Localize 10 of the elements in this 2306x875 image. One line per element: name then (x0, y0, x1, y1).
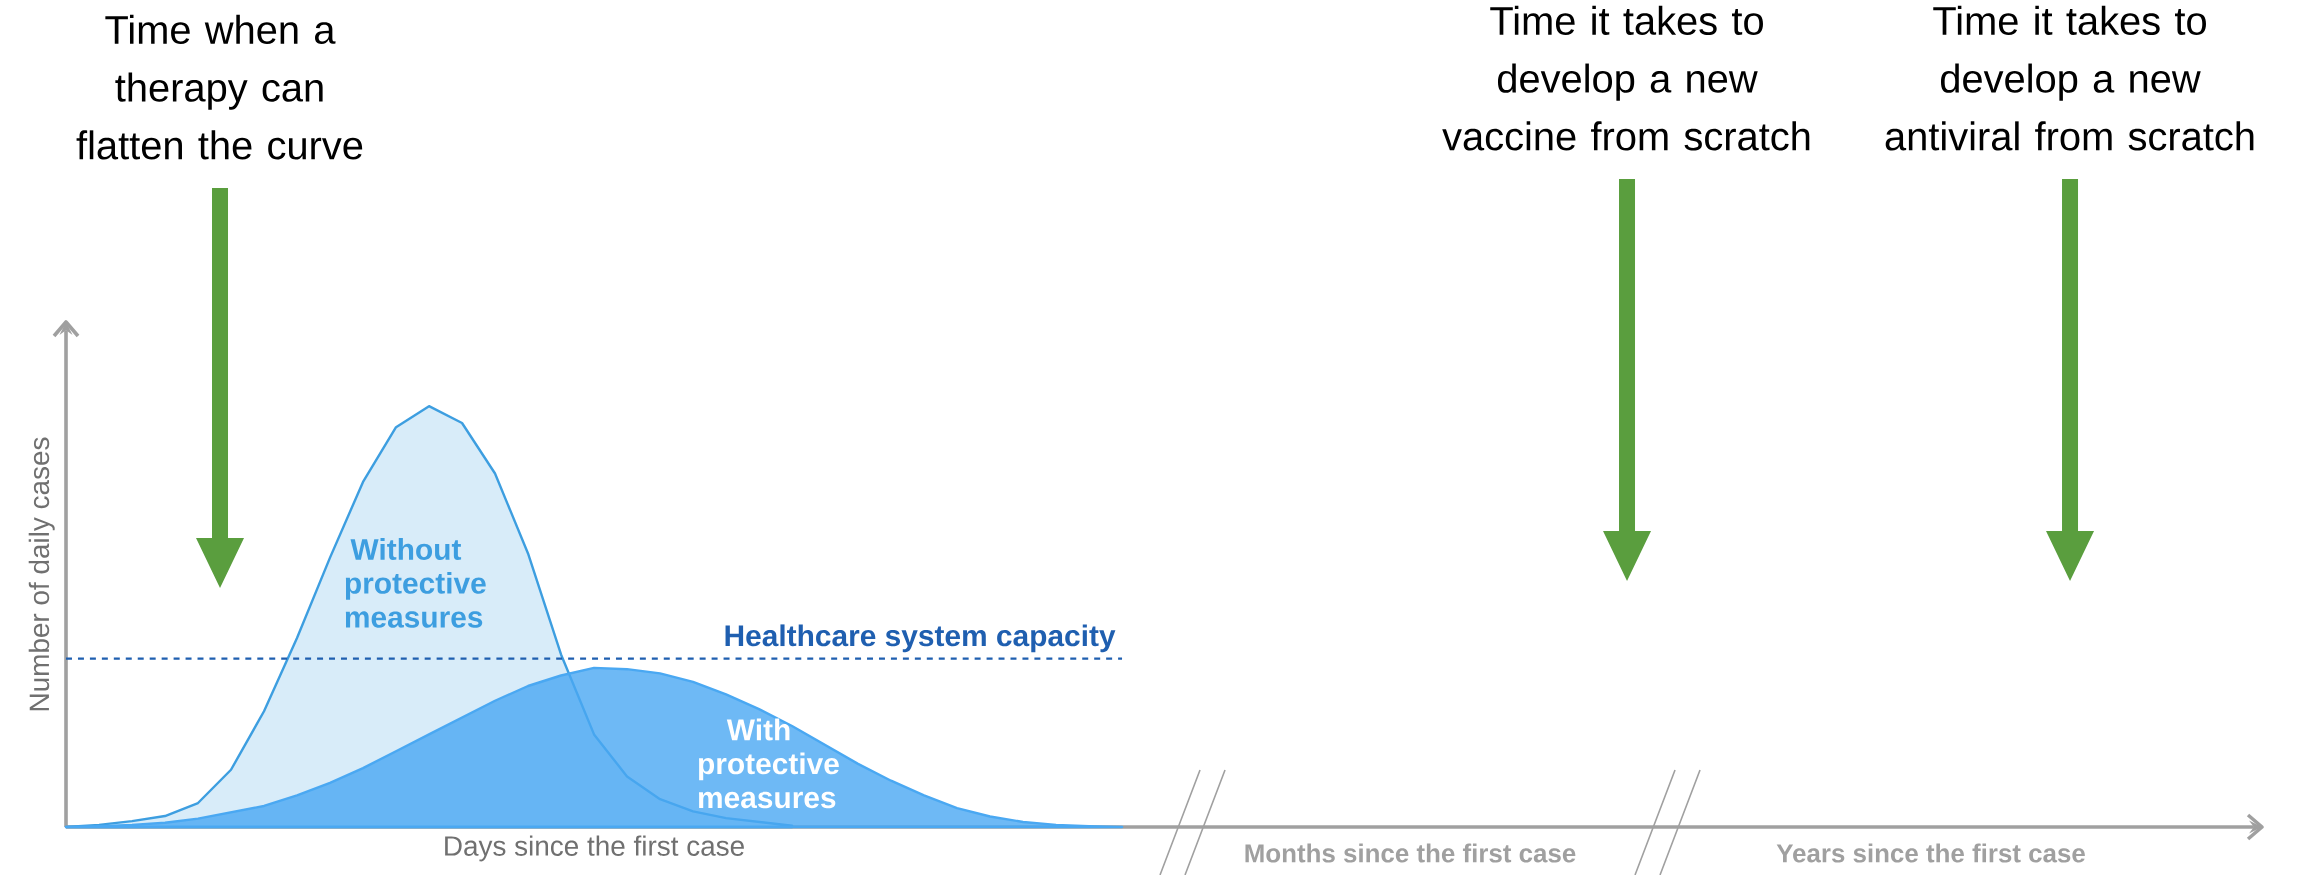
text: Months since the first case (1245, 843, 1576, 863)
x-axis-title: Days since the first case (445, 835, 744, 862)
ref-line-label: Healthcare system capacity (725, 624, 1116, 653)
text: Years since the first case (1776, 843, 2085, 863)
series-label: Without protective measures (345, 538, 486, 628)
series-label: With protective measures (699, 718, 839, 809)
y-axis-title: Number of daily cases (28, 437, 55, 711)
text: Time it takes to develop a new vaccine from scratch (1442, 5, 1810, 151)
text: Time when a therapy can flatten the curve (76, 14, 363, 160)
text: Time it takes to develop a new antiviral from scratch (1885, 5, 2254, 151)
